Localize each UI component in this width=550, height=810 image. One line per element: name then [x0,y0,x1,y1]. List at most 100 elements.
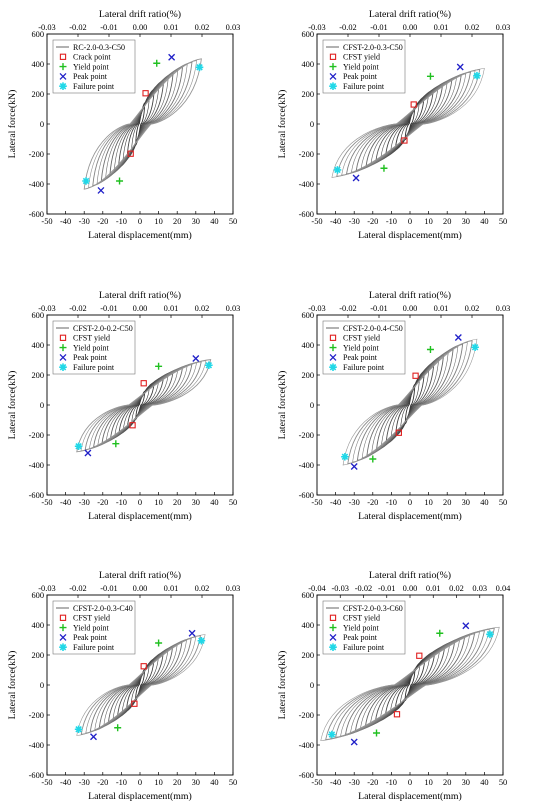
y-tick-label: 400 [301,341,314,350]
legend-label: Failure point [343,82,385,91]
marker-star [74,725,83,734]
marker-x [329,633,337,641]
y-tick-label: -400 [299,461,314,470]
marker-x [454,334,462,341]
x-axis-label: Lateral displacement(mm) [88,511,192,522]
y-tick-label: 600 [301,30,314,39]
marker-series [74,636,206,734]
legend-label: Crack point [73,53,111,62]
x2-tick-label: 0.00 [403,584,418,593]
hysteresis-curves [342,338,478,466]
marker-square [59,334,67,341]
legend-label: RC-2.0-0.3-C50 [73,43,125,52]
y-tick-label: -200 [29,431,44,440]
legend-label: CFST yield [73,614,110,623]
marker-series [350,622,470,746]
marker-series [74,361,213,451]
x-tick-label: -10 [116,498,127,507]
x2-tick-label: 0.03 [496,23,511,32]
y-tick-label: -200 [29,150,44,159]
x-tick-label: -30 [79,498,90,507]
x2-tick-label: 0.02 [465,23,480,32]
marker-star [205,361,213,370]
y-tick-label: 400 [31,341,44,350]
marker-x [456,63,464,71]
marker-square [395,429,402,436]
x-axis-label: Lateral displacement(mm) [358,791,462,802]
hysteresis-loop [96,64,188,184]
x-tick-label: 50 [499,217,507,226]
marker-series [127,90,149,157]
x-tick-label: 40 [480,778,488,787]
x-axis-label: Lateral displacement(mm) [88,230,192,241]
x-tick-label: -40 [60,498,71,507]
x2-axis-label: Lateral drift ratio(%) [369,9,451,20]
x-tick-label: 0 [138,778,142,787]
hysteresis-loop [385,89,434,157]
y-tick-label: 400 [31,621,44,630]
hysteresis-loop [125,658,155,712]
x2-tick-label: -0.03 [38,304,55,313]
marker-series [369,346,434,463]
y-axis-label: Lateral force(kN) [277,90,288,159]
legend-label: Failure point [73,82,115,91]
x-tick-label: 30 [462,217,470,226]
marker-star [471,343,479,352]
marker-series [84,355,200,457]
y-tick-label: 400 [301,60,314,69]
x-tick-label: -10 [386,498,397,507]
x2-tick-label: 0.03 [226,23,241,32]
marker-series [341,343,479,461]
legend-label: CFST-2.0-0.4-C50 [343,324,403,333]
x2-tick-label: -0.02 [339,23,356,32]
marker-star [329,82,337,90]
legend-box [52,39,136,94]
marker-plus [329,624,337,632]
marker-x [97,186,105,194]
y-tick-label: 200 [301,371,314,380]
x2-tick-label: -0.01 [100,584,117,593]
x-tick-label: 10 [424,217,432,226]
x2-tick-label: -0.03 [308,23,325,32]
x-tick-label: -30 [79,217,90,226]
y-tick-label: -200 [299,150,314,159]
x-tick-label: 50 [499,778,507,787]
y-tick-label: -200 [299,711,314,720]
marker-plus [114,724,122,732]
x-tick-label: 30 [462,498,470,507]
y-tick-label: -400 [29,461,44,470]
marker-plus [373,729,381,737]
x-tick-label: -10 [116,778,127,787]
x2-tick-label: 0.00 [133,304,148,313]
y-tick-label: -400 [29,741,44,750]
x2-axis-label: Lateral drift ratio(%) [99,290,181,301]
x-tick-label: 30 [462,778,470,787]
hysteresis-loop [80,635,201,735]
x-tick-label: -50 [41,498,52,507]
marker-square [131,700,138,707]
marker-square [140,663,147,670]
legend-label: Yield point [73,343,110,352]
y-tick-label: -600 [299,491,314,500]
x2-tick-label: 0.04 [496,584,511,593]
marker-square [393,711,401,718]
legend-label: Yield point [73,623,110,632]
x2-tick-label: -0.04 [308,584,326,593]
marker-plus [155,362,163,370]
y-axis-label: Lateral force(kN) [277,651,288,720]
marker-x [329,72,337,80]
chart-panel: -50 -40 -30 -20 -10 0 10 20 30 40 50 -600 -400 -200 0 2… [277,290,510,522]
x-tick-label: -50 [41,778,52,787]
hysteresis-loop [122,378,160,432]
y-tick-label: -400 [29,180,44,189]
hysteresis-loop [356,343,464,461]
x2-tick-label: 0.00 [403,304,418,313]
y-tick-label: -600 [299,210,314,219]
marker-plus [112,440,120,448]
x-tick-label: -50 [41,217,52,226]
x-axis-label: Lateral displacement(mm) [358,511,462,522]
marker-star [329,363,337,371]
marker-plus [155,639,163,647]
